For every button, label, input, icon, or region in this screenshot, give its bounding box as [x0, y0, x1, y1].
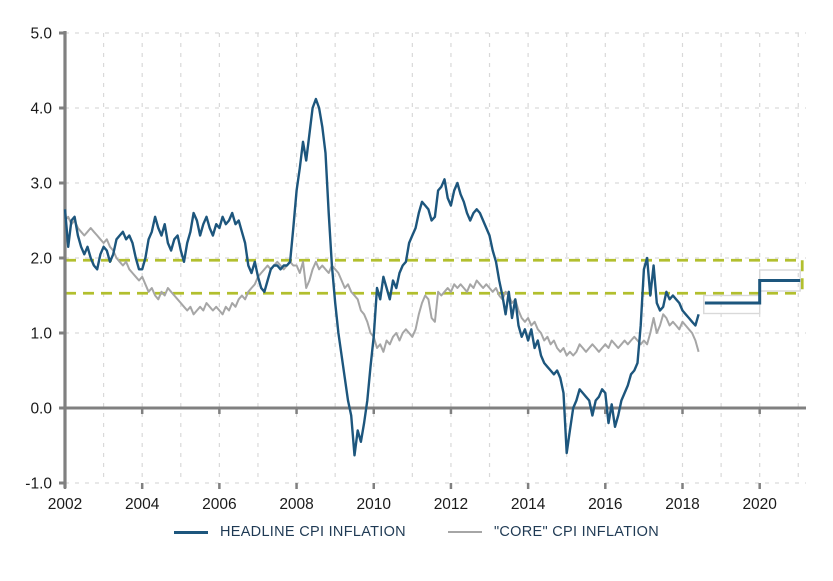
headline-line-swatch	[173, 530, 208, 534]
svg-text:2018: 2018	[665, 496, 699, 513]
svg-text:4.0: 4.0	[30, 101, 52, 118]
svg-text:2004: 2004	[125, 496, 160, 513]
svg-text:2020: 2020	[742, 496, 777, 513]
svg-text:3.0: 3.0	[30, 176, 52, 193]
legend-item-core: "CORE" CPI INFLATION	[447, 524, 660, 540]
headline-series-line	[63, 97, 700, 457]
legend-item-headline: HEADLINE CPI INFLATION	[173, 524, 406, 540]
svg-text:2006: 2006	[202, 496, 236, 513]
svg-text:0.0: 0.0	[30, 401, 52, 418]
svg-text:-1.0: -1.0	[25, 476, 52, 493]
svg-text:5.0: 5.0	[30, 26, 52, 43]
svg-text:1.0: 1.0	[30, 326, 52, 343]
x-axis-ticks	[63, 408, 761, 489]
gridlines	[65, 32, 806, 484]
svg-text:2010: 2010	[357, 496, 392, 513]
inflation-target-band	[65, 258, 804, 295]
svg-text:2016: 2016	[588, 496, 622, 513]
core-series-line	[64, 215, 700, 357]
svg-text:2002: 2002	[48, 496, 82, 513]
svg-text:2012: 2012	[434, 496, 468, 513]
legend-label-headline: HEADLINE CPI INFLATION	[219, 524, 406, 540]
legend-label-core: "CORE" CPI INFLATION	[493, 524, 660, 540]
forecast-range-boxes	[703, 269, 801, 315]
svg-text:2008: 2008	[279, 496, 313, 513]
axis-labels: 5.0 4.0 3.0 2.0 1.0 0.0 -1.0 2002 2004 2006 2008 20…	[25, 26, 777, 514]
svg-text:2.0: 2.0	[30, 251, 52, 268]
chart-legend: HEADLINE CPI INFLATION "CORE" CPI INFLAT…	[0, 524, 833, 540]
headline-forecast-line	[704, 279, 801, 305]
y-axis	[59, 31, 67, 488]
svg-text:2014: 2014	[511, 496, 546, 513]
core-line-swatch	[447, 531, 482, 533]
